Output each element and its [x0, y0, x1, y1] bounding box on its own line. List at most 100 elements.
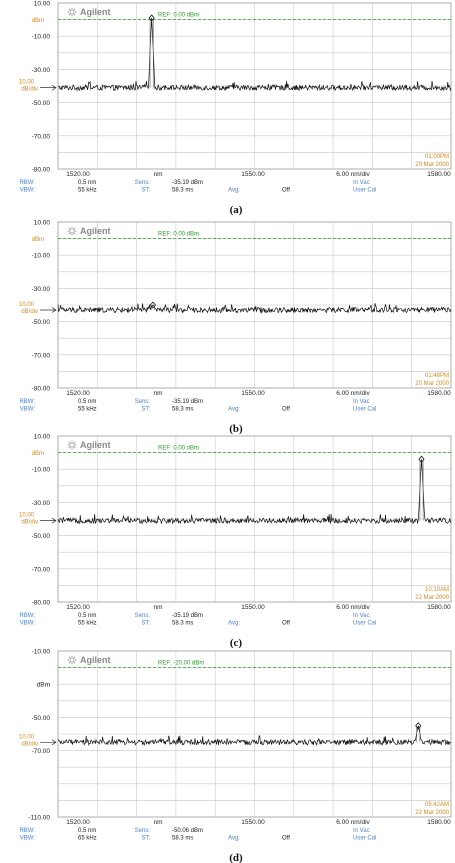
peak-marker-icon [418, 455, 425, 463]
y-tick-label: -10.00 [32, 253, 51, 260]
footer-cell: Avg: [228, 188, 240, 194]
spectrum-panel-d: REF: -20.00 dBm Agilent -10.00 dBm -50.00 -70… [19, 649, 452, 863]
footer-cell: In Vac [353, 180, 370, 186]
logo-spark-icon [72, 12, 76, 16]
y-tick-label: -70.00 [32, 133, 51, 140]
x-tick-label: 1550.00 [241, 819, 265, 826]
footer-cell: 0.5 nm [78, 399, 96, 405]
x-tick-label: 1520.00 [66, 171, 90, 178]
peak-marker-icon [415, 722, 422, 730]
footer-cell: In Vac [353, 828, 370, 834]
y-tick-label: -70.00 [32, 566, 51, 573]
footer-cell: Off [282, 836, 290, 842]
footer-cell: User Cal [353, 188, 376, 194]
agilent-logo: Agilent [67, 226, 111, 236]
timestamp-date: 22 Mar 2000 [415, 595, 449, 601]
scale-label: 10.00 [19, 302, 35, 308]
logo-spark-icon [68, 227, 72, 231]
y-tick-label: -50.00 [32, 533, 51, 540]
footer-cell: VBW: [20, 188, 36, 194]
footer-cell: ST: [141, 621, 150, 627]
y-tick-label: -30.00 [32, 500, 51, 507]
footer-cell: ST: [141, 407, 150, 413]
footer-cell: 58.3 ms [172, 621, 193, 627]
x-tick-label: 6.00 nm/div [336, 171, 370, 178]
spectrum-panel-c: REF: 0.00 dBm Agilent 10.00 -10.00 -30.00 -50… [19, 434, 452, 649]
logo-spark-icon [68, 12, 72, 16]
y-tick-label: -10.00 [32, 649, 51, 656]
x-tick-label: 6.00 nm/div [336, 819, 370, 826]
footer-cell: RBW: [19, 399, 35, 405]
logo-spark-icon [72, 656, 76, 660]
peak-marker-icon [149, 301, 156, 309]
timestamp-time: 01:48PM [425, 373, 449, 379]
footer-cell: -35.19 dBm [172, 613, 203, 619]
y-tick-label: -80.00 [32, 167, 51, 174]
logo-text: Agilent [80, 655, 111, 665]
logo-spark-icon [72, 231, 76, 235]
y-tick-label: -10.00 [32, 467, 51, 474]
footer-cell: RBW: [19, 828, 35, 834]
footer-cell: Sens: [135, 180, 151, 186]
footer-cell: 55 kHz [78, 188, 97, 194]
spectrum-trace [57, 725, 452, 747]
timestamp-date: 20 Mar 2000 [415, 162, 449, 168]
x-tick-label: 1580.00 [427, 390, 451, 397]
footer-cell: Off [282, 621, 290, 627]
logo-spark-icon [68, 445, 72, 449]
y-tick-label: -80.00 [32, 386, 51, 393]
y-tick-label: 10.00 [34, 220, 51, 227]
reference-label: REF: -20.00 dBm [158, 661, 204, 667]
scale-label: 10.00 [19, 513, 35, 519]
spectrum-trace [57, 303, 452, 314]
footer-cell: Off [282, 407, 290, 413]
footer-cell: User Cal [353, 621, 376, 627]
spectrum-trace [57, 459, 452, 525]
x-tick-label: nm [153, 819, 162, 826]
scale-label: 10.00 [19, 80, 35, 86]
y-tick-label: -50.00 [32, 319, 51, 326]
scale-label: 10.00 [19, 734, 35, 740]
x-tick-label: 1550.00 [241, 390, 265, 397]
reference-label: REF: 0.00 dBm [158, 232, 199, 238]
x-tick-label: nm [153, 171, 162, 178]
y-tick-label: -70.00 [32, 748, 51, 755]
x-tick-label: 1520.00 [66, 390, 90, 397]
footer-cell: 0.5 nm [78, 613, 96, 619]
x-tick-label: 6.00 nm/div [336, 604, 370, 611]
footer-cell: 55 kHz [78, 621, 97, 627]
panel-caption: (d) [229, 852, 243, 863]
footer-cell: RBW: [19, 613, 35, 619]
x-tick-label: 1580.00 [427, 819, 451, 826]
footer-cell: -35.19 dBm [172, 180, 203, 186]
x-tick-label: 1520.00 [66, 604, 90, 611]
footer-cell: 55 kHz [78, 407, 97, 413]
reference-label: REF: 0.00 dBm [158, 446, 199, 452]
footer-cell: -50.06 dBm [172, 828, 203, 834]
spectrum-trace [57, 17, 452, 92]
logo-spark-icon [72, 441, 76, 445]
x-tick-label: 1580.00 [427, 604, 451, 611]
y-tick-label: -30.00 [32, 67, 51, 74]
x-tick-label: nm [153, 604, 162, 611]
logo-spark-icon [72, 445, 76, 449]
timestamp-date: 20 Mar 2000 [415, 381, 449, 387]
x-tick-label: 1550.00 [241, 604, 265, 611]
logo-spark-icon [72, 8, 76, 12]
logo-spark-icon [68, 656, 72, 660]
logo-spark-icon [68, 441, 72, 445]
footer-cell: 58.3 ms [172, 407, 193, 413]
panel-caption: (b) [229, 423, 243, 435]
logo-text: Agilent [80, 440, 111, 450]
footer-cell: Off [282, 188, 290, 194]
footer-cell: 58.3 ms [172, 188, 193, 194]
logo-spark-icon [72, 660, 76, 664]
footer-cell: ST: [141, 188, 150, 194]
agilent-logo: Agilent [67, 7, 111, 17]
scale-unit-label: dB/div [21, 741, 38, 747]
footer-cell: User Cal [353, 836, 376, 842]
panel-caption: (c) [230, 637, 243, 649]
footer-cell: Sens: [135, 828, 151, 834]
y-tick-label: -30.00 [32, 286, 51, 293]
footer-cell: VBW: [20, 621, 36, 627]
